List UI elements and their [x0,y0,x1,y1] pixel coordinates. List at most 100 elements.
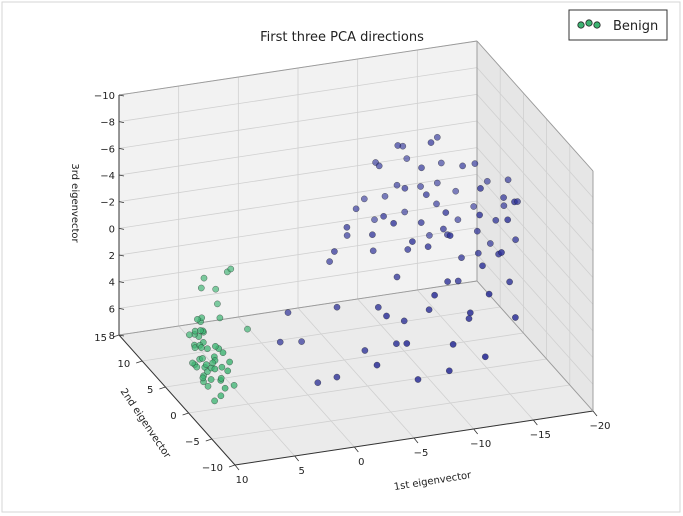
data-point [498,249,505,256]
x-tick-label: 10 [236,475,249,486]
data-point [479,262,486,270]
data-point [373,361,381,369]
grid-line [118,120,478,176]
x-tick-mark [533,419,538,426]
data-point [209,359,217,367]
data-point [504,216,512,224]
data-point [425,306,433,314]
data-point [200,274,208,282]
y-tick-mark [228,464,236,468]
x-axis-label: 1st eigenvector [393,470,473,493]
data-point [383,312,390,320]
data-point [514,198,521,205]
z-tick-label: 2 [109,251,115,262]
data-point [298,338,305,345]
z-tick-label: −4 [100,171,115,182]
data-point [477,185,484,192]
data-point [452,187,460,195]
z-tick-label: 0 [109,224,115,235]
data-point [512,314,519,321]
grid-line [118,200,478,256]
z-tick-mark [118,174,125,177]
grid-line [357,298,474,430]
data-point [403,155,411,162]
data-point [433,179,441,187]
data-point [500,194,507,201]
y-tick-label: 15 [94,333,107,344]
data-point [440,225,447,233]
data-point [418,164,425,172]
data-point [431,291,438,299]
grid-line [118,253,478,309]
data-point [449,341,457,348]
x-tick-mark [473,428,478,435]
data-point [390,219,397,227]
side-pane [477,41,593,411]
data-point [459,162,466,170]
box-edge [476,280,594,412]
data-point [473,227,481,235]
data-point [276,338,284,346]
z-tick-label: 6 [109,304,115,315]
grid-line [188,358,547,414]
data-point [284,309,292,316]
y-axis-label: 2nd eigenvector [118,387,173,462]
data-point [485,290,493,298]
grid-line [165,332,524,388]
legend-marker [585,19,593,27]
data-point [212,342,219,350]
x-tick-label: −15 [530,430,551,441]
legend-box [568,9,668,41]
data-point [197,327,204,334]
data-point [211,365,219,373]
data-point [506,278,513,286]
series-unlabeled [276,133,521,387]
x-tick-mark [354,446,359,453]
data-point [197,344,205,351]
y-tick-mark [159,386,166,390]
data-point [433,200,440,208]
legend-marker [577,21,585,29]
data-point [230,381,238,389]
data-point [422,191,430,199]
y-tick-label: 5 [147,385,153,396]
grid-line [297,307,415,439]
data-point [414,376,422,383]
data-point [207,376,215,383]
data-point [409,238,416,245]
grid-line [118,67,478,123]
data-point [454,216,462,224]
data-point [214,300,221,308]
x-tick-label: −10 [470,439,491,450]
data-point [393,181,401,189]
data-point [470,203,478,210]
data-point [314,379,322,387]
data-point [458,254,465,262]
data-point [212,285,220,293]
z-tick-label: 8 [109,331,115,342]
grid-line [476,120,594,252]
data-point [471,160,479,167]
data-point [202,361,210,368]
z-tick-mark [118,94,125,97]
legend: Benign [568,9,668,41]
data-point [446,232,454,239]
y-tick-label: 0 [170,411,176,422]
z-tick-mark [118,307,125,310]
data-point [227,265,235,273]
z-tick-mark [118,281,125,284]
z-tick-label: −2 [100,198,115,209]
data-point [474,249,482,257]
data-point [217,392,225,400]
grid-line [476,94,594,225]
data-point [442,209,450,216]
data-point [454,277,462,285]
grid-line [118,93,478,149]
y-axis-line [118,334,236,466]
z-tick-label: −10 [94,91,115,102]
x-tick-label: 0 [358,457,364,468]
data-point [466,309,474,317]
z-tick-mark [118,334,125,337]
